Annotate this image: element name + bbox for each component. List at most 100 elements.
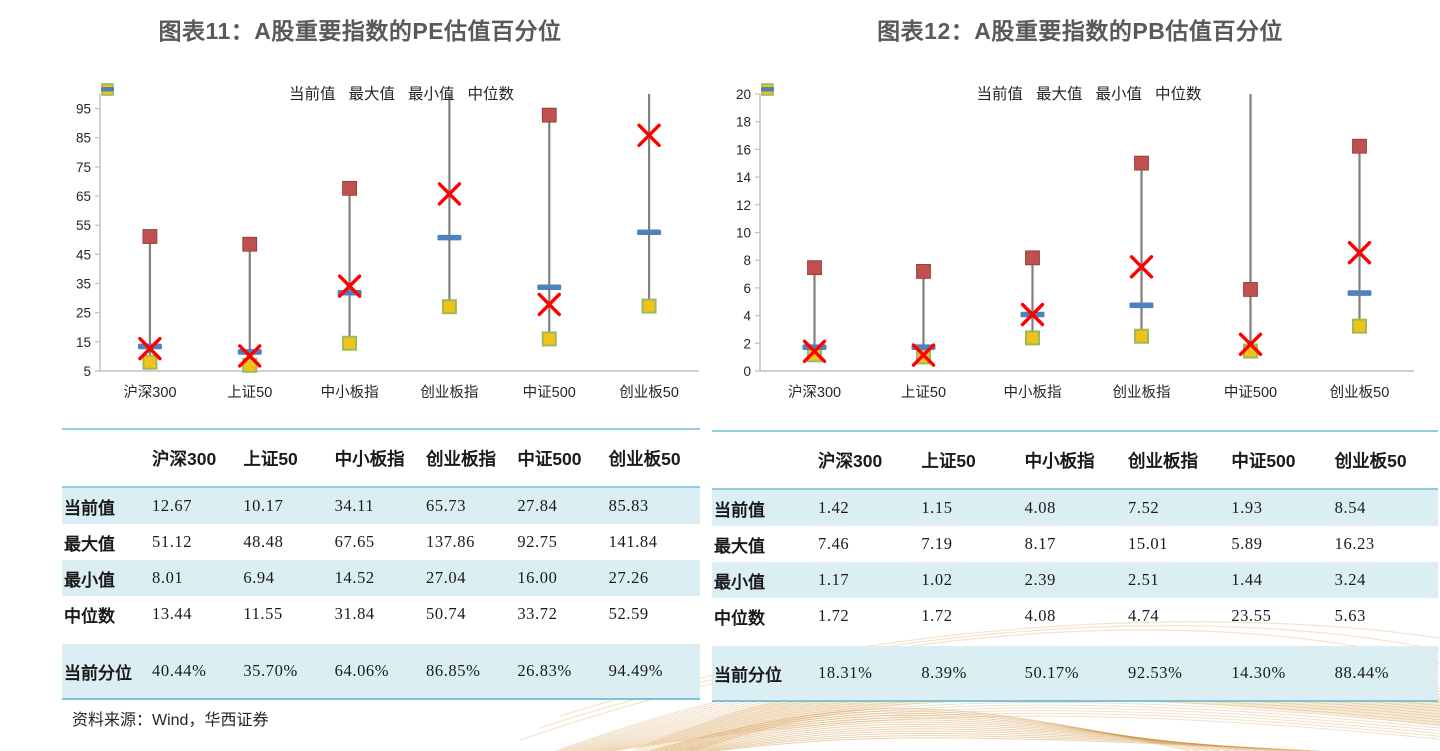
table-cell: 31.84: [334, 604, 375, 623]
table-row: 当前分位 40.44% 35.70% 64.06% 86.85% 26.83% 94.49%: [62, 644, 700, 700]
row-label: 最小值: [714, 572, 765, 592]
legend-label: 最小值: [1095, 86, 1143, 103]
x-category-label: 沪深300: [123, 384, 176, 401]
table-cell: 86.85%: [426, 661, 481, 680]
row-label: 中位数: [64, 606, 115, 626]
y-tick-label: 15: [76, 335, 91, 350]
table-row: 最小值 1.17 1.02 2.39 2.51 1.44 3.24: [712, 562, 1438, 598]
row-label: 最大值: [64, 534, 115, 554]
table-row: 中位数 13.44 11.55 31.84 50.74 33.72 52.59: [62, 596, 700, 632]
y-tick-label: 55: [76, 218, 91, 233]
median-marker: [437, 234, 462, 241]
max-marker: [142, 229, 158, 244]
table-cell: 1.42: [818, 498, 850, 517]
median-marker: [637, 229, 662, 236]
table-cell: 16.23: [1334, 534, 1375, 553]
legend-item-median: 中位数: [101, 82, 515, 104]
median-marker: [1347, 290, 1372, 296]
pb-table: 沪深300 上证50 中小板指 创业板指 中证500 创业板50 当前值 1.42 1.15 4.…: [712, 430, 1438, 702]
table-cell: 50.17%: [1024, 663, 1080, 682]
column-header: 沪深300: [818, 450, 883, 471]
table-cell: 94.49%: [608, 661, 664, 680]
current-marker: [1129, 255, 1154, 279]
y-tick-label: 16: [736, 142, 751, 157]
table-cell: 51.12: [152, 532, 193, 551]
current-marker: [1020, 302, 1045, 327]
row-label: 当前分位: [714, 665, 782, 685]
column-header: 创业板50: [608, 448, 681, 469]
max-marker: [342, 180, 357, 196]
table-cell: 8.01: [152, 568, 184, 587]
current-marker: [437, 182, 462, 206]
current-marker: [537, 292, 561, 317]
legend-label: 最大值: [348, 86, 395, 103]
table-cell: 1.72: [818, 606, 850, 625]
table-cell: 92.75: [517, 532, 558, 551]
x-category-label: 创业板50: [1330, 383, 1390, 401]
table-cell: 33.72: [517, 604, 558, 623]
legend-item-min: 最小值: [761, 82, 1143, 104]
table-cell: 88.44%: [1334, 663, 1390, 682]
y-tick-label: 0: [743, 364, 751, 379]
current-marker: [802, 339, 827, 364]
table-cell: 35.70%: [243, 661, 298, 680]
legend-label: 最小值: [408, 86, 455, 103]
y-tick-label: 35: [76, 277, 91, 292]
table-cell: 27.26: [608, 568, 649, 587]
min-marker: [242, 357, 258, 373]
table-header-row: 沪深300 上证50 中小板指 创业板指 中证500 创业板50: [712, 430, 1438, 490]
pe-panel: 图表11：A股重要指数的PE估值百分位 当前值 最大值 最小值 中位数 5 15 25 35…: [62, 18, 707, 700]
y-tick-label: 8: [743, 253, 751, 268]
table-row: 当前值 1.42 1.15 4.08 7.52 1.93 8.54: [712, 490, 1438, 526]
column-header: 中证500: [517, 448, 582, 469]
y-tick-label: 2: [743, 336, 751, 351]
pe-table: 沪深300 上证50 中小板指 创业板指 中证500 创业板50 当前值 12.67 10.17…: [62, 428, 700, 700]
row-label: 最小值: [64, 570, 115, 590]
table-cell: 1.17: [818, 570, 850, 589]
pb-chart-title: 图表12：A股重要指数的PB估值百分位: [877, 18, 1283, 44]
pb-chart: 当前值 最大值 最小值 中位数 0 2 4 6 8 10 12 14 16 18 20 沪深300 上证50 中…: [722, 78, 1422, 413]
legend-item-current: 当前值: [101, 82, 335, 104]
table-cell: 27.84: [517, 496, 558, 515]
table-cell: 5.89: [1231, 534, 1263, 553]
table-cell: 8.54: [1334, 498, 1366, 517]
column-header: 中小板指: [334, 448, 405, 469]
row-label: 当前值: [64, 498, 115, 518]
table-cell: 141.84: [608, 532, 658, 551]
y-tick-label: 14: [736, 170, 752, 185]
pe-chart-legend: 当前值 最大值 最小值 中位数: [100, 82, 703, 104]
table-cell: 52.59: [608, 604, 649, 623]
legend-label: 中位数: [467, 86, 515, 103]
table-cell: 26.83%: [517, 661, 572, 680]
y-tick-label: 25: [76, 306, 91, 321]
table-row: 最大值 51.12 48.48 67.65 137.86 92.75 141.84: [62, 524, 700, 560]
table-cell: 34.11: [334, 496, 375, 515]
table-cell: 12.67: [152, 496, 193, 515]
table-cell: 92.53%: [1128, 663, 1183, 682]
pe-chart: 当前值 最大值 最小值 中位数 5 15 25 35 45 55 65 75 85 95 沪深300 上证5…: [62, 78, 707, 413]
table-cell: 65.73: [426, 496, 467, 515]
min-marker: [541, 331, 557, 347]
min-marker: [342, 335, 358, 351]
table-cell: 4.08: [1024, 498, 1056, 517]
column-header: 上证50: [243, 448, 298, 469]
column-header: 沪深300: [152, 448, 217, 469]
table-cell: 27.04: [426, 568, 467, 587]
min-marker: [641, 298, 657, 314]
table-cell: 14.30%: [1231, 663, 1286, 682]
current-marker: [911, 343, 936, 367]
chart-canvas: 0 2 4 6 8 10 12 14 16 18 20 沪深300 上证50 中小板指 创业板指 中证500 创…: [736, 87, 1414, 401]
table-cell: 50.74: [426, 604, 467, 623]
source-note: 资料来源：Wind，华西证券: [72, 712, 269, 729]
table-cell: 8.17: [1024, 534, 1056, 553]
legend-item-min: 最小值: [101, 82, 455, 104]
table-cell: 1.15: [921, 498, 953, 517]
max-marker: [916, 264, 931, 279]
table-cell: 3.24: [1334, 570, 1366, 589]
x-category-label: 中小板指: [1004, 383, 1062, 401]
max-marker: [242, 236, 258, 252]
current-marker: [1347, 241, 1372, 265]
table-cell: 1.44: [1231, 570, 1263, 589]
table-cell: 11.55: [243, 604, 283, 623]
